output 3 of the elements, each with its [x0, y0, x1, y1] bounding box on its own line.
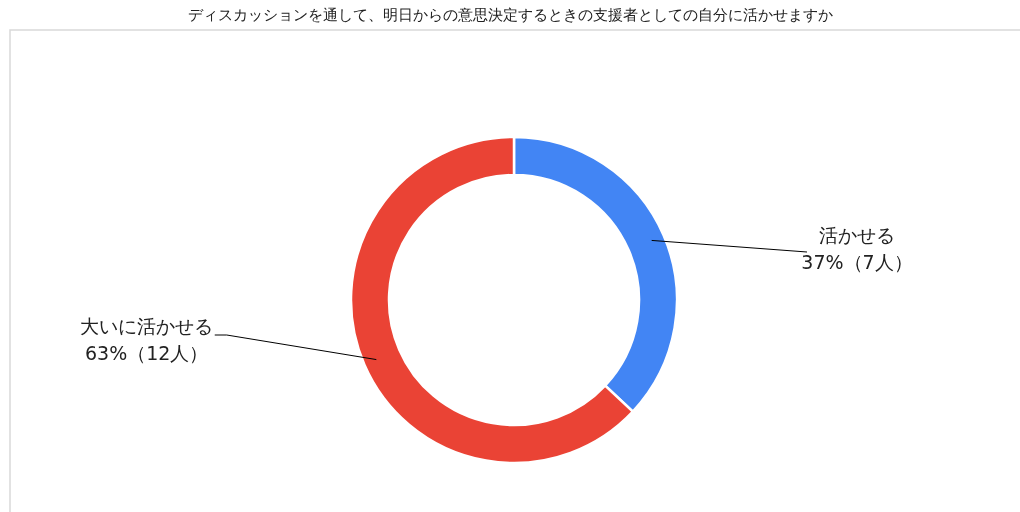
label: 活かせる 37%（7人）	[801, 224, 913, 273]
label: 大いに活かせる 63%（12人）	[80, 315, 214, 364]
chart-title: ディスカッションを通して、明日からの意思決定するときの支援者としての自分に活かせますか	[187, 6, 833, 24]
